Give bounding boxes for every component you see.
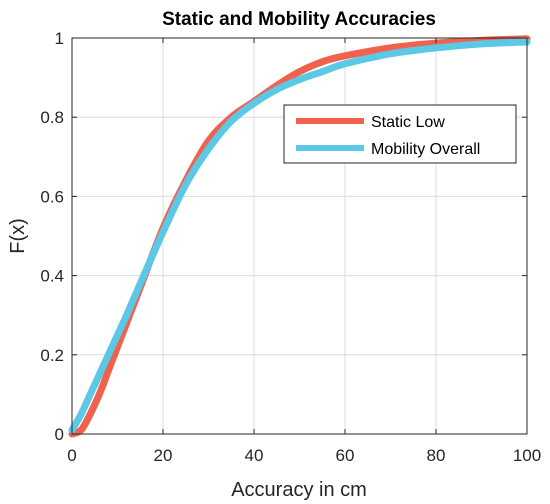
x-tick-label: 40: [245, 446, 264, 465]
x-tick-label: 100: [513, 446, 541, 465]
series-line-static-low: [68, 35, 531, 438]
legend-label-static-low: Static Low: [371, 114, 445, 131]
y-tick-label: 0.8: [40, 108, 64, 127]
y-tick-label: 0: [55, 425, 64, 444]
x-axis-label: Accuracy in cm: [231, 479, 367, 501]
legend: Static Low Mobility Overall: [283, 104, 517, 164]
y-tick-label: 0.2: [40, 346, 64, 365]
plot-area: [72, 38, 527, 434]
y-axis-label: F(x): [7, 218, 29, 254]
series-line-mobility-overall: [68, 38, 531, 434]
legend-box: [283, 104, 517, 164]
x-tick-label: 20: [154, 446, 173, 465]
x-tick-label: 0: [67, 446, 76, 465]
x-tick-label: 60: [336, 446, 355, 465]
plot-frame: [71, 37, 528, 435]
y-tick-label: 1: [55, 29, 64, 48]
chart-title: Static and Mobility Accuracies: [162, 9, 436, 30]
y-tick-label: 0.4: [40, 267, 64, 286]
tick-marks: [71, 37, 528, 435]
series-layer: [68, 35, 531, 438]
legend-label-mobility-overall: Mobility Overall: [371, 141, 480, 158]
y-tick-label: 0.6: [40, 187, 64, 206]
x-tick-label: 80: [427, 446, 446, 465]
tick-labels: 0 20 40 60 80 100 0 0.2 0.4 0.6 0.8 1: [40, 29, 541, 465]
